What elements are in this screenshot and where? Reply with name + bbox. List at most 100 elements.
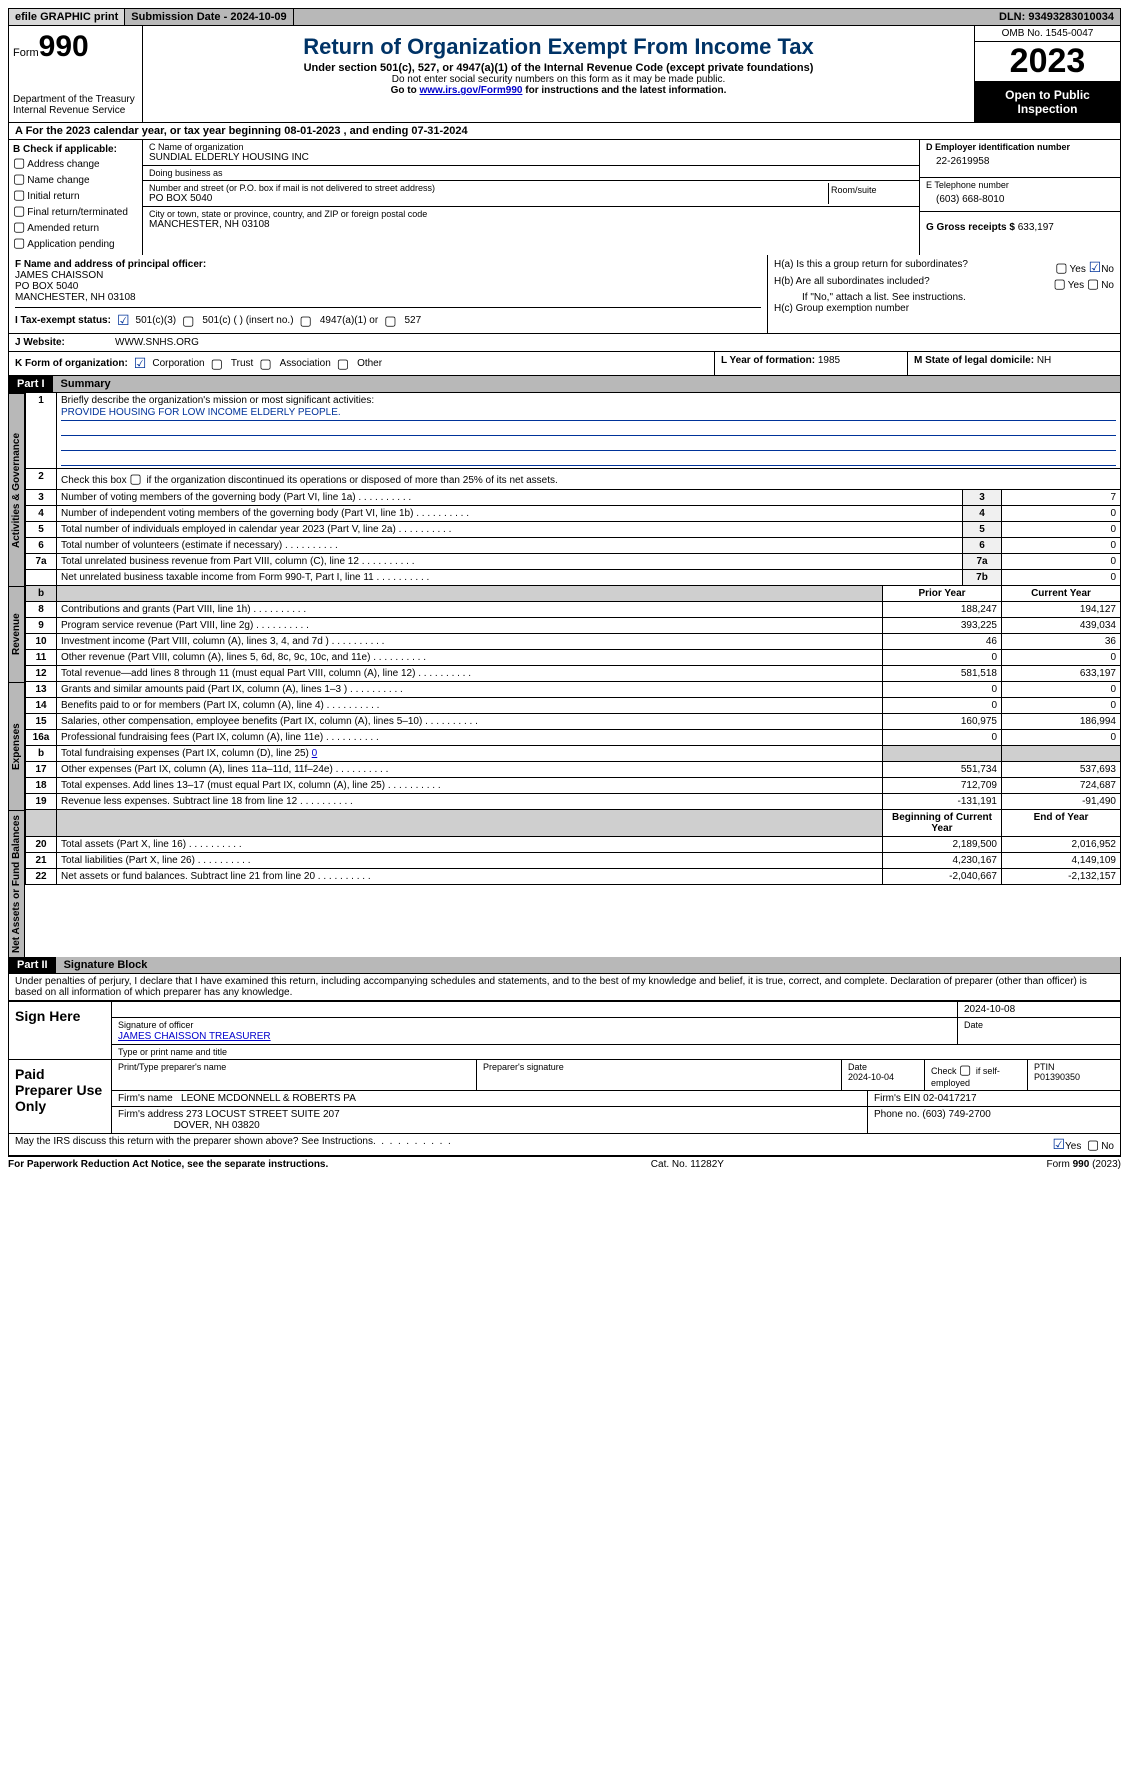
line-number: 4: [26, 506, 57, 522]
checkbox-checked-icon[interactable]: ☑: [1052, 1136, 1065, 1152]
h-b-label: H(b) Are all subordinates included?: [774, 276, 930, 292]
officer-signature[interactable]: JAMES CHAISSON TREASURER: [118, 1031, 271, 1042]
opt-527: 527: [404, 315, 421, 326]
line-number: 20: [26, 837, 57, 853]
checkbox-icon[interactable]: ▢: [1054, 276, 1066, 291]
line-text: Total revenue—add lines 8 through 11 (mu…: [57, 666, 883, 682]
checkbox-icon[interactable]: ▢: [300, 313, 312, 329]
discuss-row: May the IRS discuss this return with the…: [8, 1134, 1121, 1156]
officer-name: JAMES CHAISSON: [15, 270, 761, 281]
identity-block: B Check if applicable: ▢Address change ▢…: [8, 140, 1121, 255]
sign-date: 2024-10-08: [958, 1002, 1120, 1017]
chk-amended: Amended return: [27, 223, 99, 234]
vtab-expenses: Expenses: [8, 682, 25, 810]
line-number: 7a: [26, 554, 57, 570]
dept-treasury: Department of the Treasury Internal Reve…: [13, 94, 138, 116]
chk-app-pending: Application pending: [27, 239, 114, 250]
checkbox-icon[interactable]: ▢: [1055, 260, 1067, 275]
self-employed-check: Check ▢ if self-employed: [925, 1060, 1028, 1090]
part1-title: Summary: [53, 376, 1120, 392]
top-bar: efile GRAPHIC print Submission Date - 20…: [8, 8, 1121, 26]
firm-addr2: DOVER, NH 03820: [174, 1120, 260, 1131]
line-number: 18: [26, 778, 57, 794]
line-text: Benefits paid to or for members (Part IX…: [57, 698, 883, 714]
prior-year-hdr: Prior Year: [883, 586, 1002, 602]
line-text: Total expenses. Add lines 13–17 (must eq…: [57, 778, 883, 794]
line-value: 7: [1002, 490, 1121, 506]
year-formation: L Year of formation: 1985: [715, 352, 908, 375]
checkbox-icon[interactable]: ▢: [13, 171, 25, 186]
checkbox-icon[interactable]: ▢: [959, 1062, 971, 1077]
governance-table: 1 Briefly describe the organization's mi…: [25, 393, 1121, 586]
no-label: No: [1101, 264, 1114, 275]
checkbox-icon[interactable]: ▢: [384, 313, 396, 329]
current-value: 537,693: [1002, 762, 1121, 778]
firm-name-label: Firm's name: [118, 1093, 173, 1104]
part1-header: Part I Summary: [8, 376, 1121, 393]
checkbox-icon[interactable]: ▢: [337, 356, 349, 372]
checkbox-icon[interactable]: ▢: [1087, 276, 1099, 291]
line-text: Total assets (Part X, line 16): [57, 837, 883, 853]
line2-text: Check this box ▢ if the organization dis…: [57, 469, 1121, 490]
checkbox-checked-icon[interactable]: ☑: [1089, 259, 1102, 275]
checkbox-icon[interactable]: ▢: [13, 203, 25, 218]
h-b-note: If "No," attach a list. See instructions…: [774, 292, 1114, 303]
prior-value: 0: [883, 730, 1002, 746]
checkbox-icon[interactable]: ▢: [13, 155, 25, 170]
line-number: 13: [26, 682, 57, 698]
part2-header: Part II Signature Block: [8, 957, 1121, 974]
prior-value: 46: [883, 634, 1002, 650]
line-number: [26, 570, 57, 586]
mission-label: Briefly describe the organization's miss…: [61, 395, 374, 406]
website-row: J Website: WWW.SNHS.ORG: [8, 334, 1121, 352]
line-value: 0: [1002, 522, 1121, 538]
line-text: Program service revenue (Part VIII, line…: [57, 618, 883, 634]
opt-501c: 501(c) ( ) (insert no.): [202, 315, 293, 326]
city-label: City or town, state or province, country…: [149, 209, 913, 219]
line-text: Other expenses (Part IX, column (A), lin…: [57, 762, 883, 778]
tax-year: 2023: [975, 42, 1120, 82]
room-suite-label: Room/suite: [829, 183, 913, 204]
irs-link[interactable]: www.irs.gov/Form990: [419, 85, 522, 96]
line-number: 19: [26, 794, 57, 810]
line-number: 14: [26, 698, 57, 714]
website-value: WWW.SNHS.ORG: [115, 337, 199, 348]
footer-right: Form 990 (2023): [1047, 1159, 1121, 1170]
box-number: 4: [963, 506, 1002, 522]
line-value: 0: [1002, 554, 1121, 570]
chk-name-change: Name change: [27, 175, 89, 186]
ein-label: D Employer identification number: [926, 142, 1114, 152]
checkbox-icon[interactable]: ▢: [1087, 1137, 1099, 1152]
checkbox-icon[interactable]: ▢: [182, 313, 194, 329]
h-c-label: H(c) Group exemption number: [774, 303, 1114, 314]
org-form-row: K Form of organization: ☑Corporation ▢Tr…: [8, 352, 1121, 376]
chk-address-change: Address change: [27, 159, 99, 170]
prep-date-label: Date: [848, 1062, 867, 1072]
line-number: 16a: [26, 730, 57, 746]
end-year-hdr: End of Year: [1002, 810, 1121, 837]
fundraising-link[interactable]: 0: [312, 748, 318, 759]
org-name-label: C Name of organization: [149, 142, 913, 152]
opt-association: Association: [280, 358, 331, 369]
netassets-table: Beginning of Current Year End of Year 20…: [25, 810, 1121, 885]
form-title: Return of Organization Exempt From Incom…: [149, 34, 968, 60]
gross-receipts-label: G Gross receipts $: [926, 222, 1018, 233]
checkbox-icon[interactable]: ▢: [211, 356, 223, 372]
chk-initial-return: Initial return: [27, 191, 79, 202]
checkbox-icon[interactable]: ▢: [259, 356, 271, 372]
sign-here-label: Sign Here: [9, 1002, 112, 1059]
checkbox-icon[interactable]: ▢: [129, 471, 141, 486]
checkbox-icon[interactable]: ▢: [13, 219, 25, 234]
checkbox-checked-icon[interactable]: ☑: [134, 355, 147, 372]
gross-receipts-value: 633,197: [1018, 222, 1054, 233]
box-number: 5: [963, 522, 1002, 538]
website-label: J Website:: [15, 337, 115, 348]
officer-group-block: F Name and address of principal officer:…: [8, 255, 1121, 334]
date-label: Date: [958, 1018, 1120, 1044]
efile-print-button[interactable]: efile GRAPHIC print: [9, 9, 125, 25]
checkbox-icon[interactable]: ▢: [13, 235, 25, 250]
no-label: No: [1101, 280, 1114, 291]
checkbox-checked-icon[interactable]: ☑: [117, 312, 130, 329]
prior-value: 551,734: [883, 762, 1002, 778]
checkbox-icon[interactable]: ▢: [13, 187, 25, 202]
